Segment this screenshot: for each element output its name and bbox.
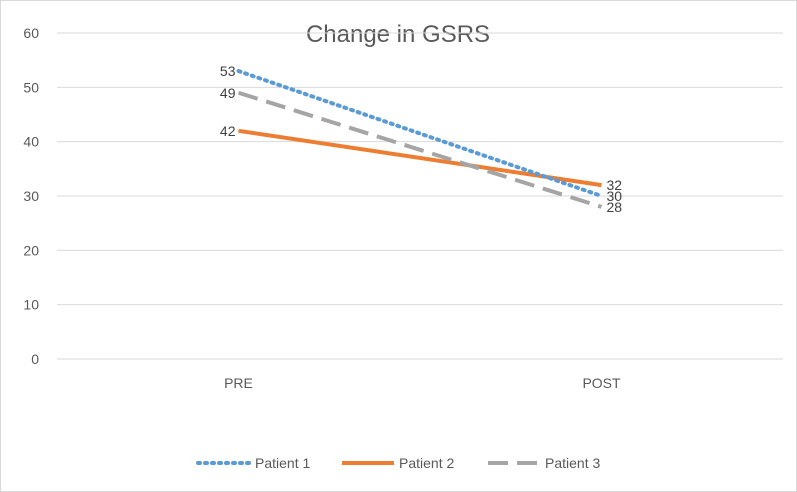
legend-item: Patient 3	[488, 455, 600, 471]
y-tick-label: 50	[23, 79, 39, 95]
x-axis-tick-labels: PRE POST	[224, 375, 621, 391]
y-tick-label: 40	[23, 134, 39, 150]
data-label: 49	[220, 85, 236, 101]
gridlines	[57, 32, 783, 360]
x-tick-label: POST	[582, 375, 621, 391]
series-line	[236, 69, 604, 198]
data-labels: 53 30 42 32 49 28	[220, 63, 622, 215]
y-tick-label: 60	[23, 25, 39, 41]
data-label: 32	[607, 177, 623, 193]
data-label: 42	[220, 123, 236, 139]
y-tick-label: 0	[31, 351, 39, 367]
x-tick-label: PRE	[224, 375, 253, 391]
y-tick-label: 10	[23, 297, 39, 313]
y-axis-tick-labels: 0 10 20 30 40 50 60	[23, 25, 39, 367]
legend-label: Patient 1	[255, 455, 310, 471]
data-label: 28	[607, 199, 623, 215]
series-line	[237, 90, 603, 209]
chart-title: Change in GSRS	[306, 21, 490, 48]
legend-item: Patient 1	[196, 455, 310, 471]
series-lines	[236, 69, 604, 209]
y-tick-label: 30	[23, 188, 39, 204]
series-line	[238, 128, 602, 188]
legend: Patient 1 Patient 2 Patient 3	[196, 455, 600, 471]
data-label: 30	[607, 188, 623, 204]
data-label: 53	[220, 63, 236, 79]
legend-label: Patient 2	[399, 455, 454, 471]
legend-item: Patient 2	[342, 455, 454, 471]
legend-label: Patient 3	[545, 455, 600, 471]
y-tick-label: 20	[23, 242, 39, 258]
